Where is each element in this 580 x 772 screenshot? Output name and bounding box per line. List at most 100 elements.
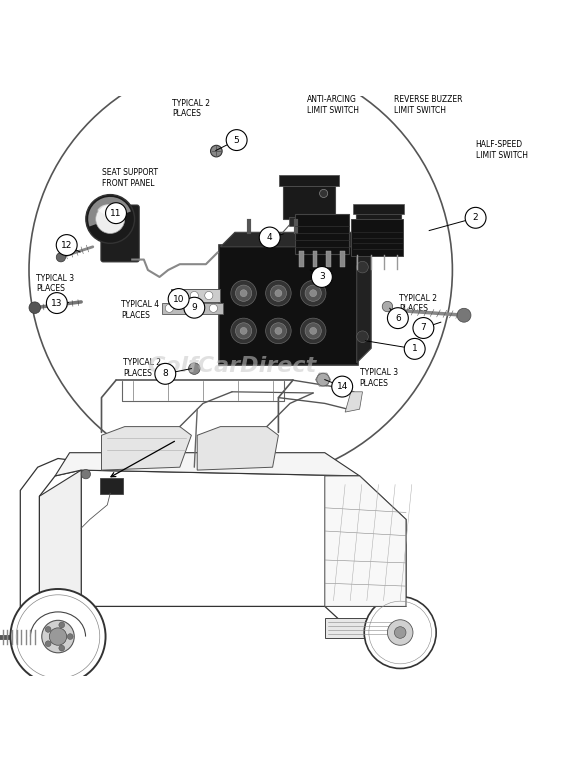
Circle shape (231, 318, 256, 344)
Circle shape (49, 628, 67, 645)
Circle shape (357, 331, 368, 343)
Circle shape (382, 301, 393, 312)
Circle shape (275, 290, 282, 296)
Circle shape (270, 323, 287, 339)
Wedge shape (88, 197, 131, 226)
Text: REVERSE BUZZER
LIMIT SWITCH: REVERSE BUZZER LIMIT SWITCH (394, 95, 463, 114)
Circle shape (275, 327, 282, 334)
Circle shape (59, 622, 64, 628)
Circle shape (168, 289, 189, 310)
Circle shape (310, 327, 317, 334)
Polygon shape (39, 470, 81, 642)
Circle shape (300, 280, 326, 306)
Polygon shape (325, 618, 406, 638)
Polygon shape (81, 470, 406, 638)
Circle shape (266, 280, 291, 306)
Circle shape (188, 363, 200, 374)
Circle shape (364, 597, 436, 669)
Circle shape (300, 318, 326, 344)
Bar (324, 217, 335, 226)
FancyBboxPatch shape (279, 175, 339, 187)
Polygon shape (357, 232, 371, 363)
Text: 14: 14 (336, 382, 348, 391)
Bar (299, 252, 304, 267)
Circle shape (317, 373, 329, 386)
Text: 9: 9 (191, 303, 197, 312)
Wedge shape (97, 205, 117, 216)
Circle shape (209, 304, 218, 313)
Circle shape (81, 469, 90, 479)
Circle shape (413, 317, 434, 338)
Text: 12: 12 (61, 241, 72, 249)
Polygon shape (20, 459, 81, 642)
Circle shape (270, 285, 287, 301)
FancyBboxPatch shape (100, 478, 123, 494)
Text: TYPICAL 3
PLACES: TYPICAL 3 PLACES (36, 274, 74, 293)
Text: 1: 1 (412, 344, 418, 354)
Circle shape (45, 627, 51, 632)
FancyBboxPatch shape (283, 182, 335, 219)
Bar (340, 252, 345, 267)
Circle shape (42, 621, 74, 653)
Polygon shape (325, 476, 406, 606)
Text: 11: 11 (110, 208, 122, 218)
Circle shape (226, 130, 247, 151)
Text: TYPICAL 2
PLACES: TYPICAL 2 PLACES (172, 99, 211, 118)
Circle shape (59, 645, 64, 651)
FancyBboxPatch shape (219, 245, 358, 364)
Bar (162, 303, 223, 313)
FancyBboxPatch shape (295, 214, 349, 254)
Text: GolfCarDirect: GolfCarDirect (147, 356, 317, 376)
Polygon shape (102, 427, 191, 470)
Circle shape (176, 292, 184, 300)
Text: 8: 8 (162, 369, 168, 378)
Circle shape (187, 304, 195, 313)
Circle shape (465, 208, 486, 229)
Text: 2: 2 (473, 213, 478, 222)
Circle shape (46, 293, 67, 313)
Circle shape (190, 292, 198, 300)
Bar (392, 242, 401, 250)
Circle shape (56, 235, 77, 256)
Polygon shape (55, 452, 360, 476)
Circle shape (266, 318, 291, 344)
Circle shape (67, 634, 73, 639)
Circle shape (155, 364, 176, 384)
Bar (171, 290, 220, 302)
Circle shape (10, 589, 106, 684)
Text: TYPICAL 4
PLACES: TYPICAL 4 PLACES (121, 300, 160, 320)
Circle shape (56, 252, 66, 262)
Circle shape (305, 323, 321, 339)
Text: TYPICAL 2
PLACES: TYPICAL 2 PLACES (123, 358, 161, 378)
Circle shape (235, 323, 252, 339)
Circle shape (320, 189, 328, 198)
Circle shape (205, 292, 213, 300)
Circle shape (305, 285, 321, 301)
Circle shape (332, 376, 353, 397)
Text: 5: 5 (234, 136, 240, 144)
Circle shape (86, 195, 135, 243)
Circle shape (165, 304, 173, 313)
Text: 4: 4 (267, 233, 273, 242)
Circle shape (394, 627, 406, 638)
Circle shape (211, 145, 222, 157)
FancyBboxPatch shape (101, 205, 139, 262)
Circle shape (240, 327, 247, 334)
Circle shape (404, 338, 425, 359)
Text: TYPICAL 2
PLACES: TYPICAL 2 PLACES (399, 293, 437, 313)
Text: 3: 3 (319, 273, 325, 282)
Circle shape (235, 285, 252, 301)
Polygon shape (345, 392, 362, 412)
Circle shape (240, 290, 247, 296)
Bar (360, 242, 369, 250)
Text: ANTI-ARCING
LIMIT SWITCH: ANTI-ARCING LIMIT SWITCH (307, 95, 360, 114)
Circle shape (96, 205, 125, 233)
Polygon shape (197, 427, 278, 470)
Circle shape (387, 620, 413, 645)
Circle shape (29, 302, 41, 313)
FancyBboxPatch shape (353, 204, 404, 215)
Polygon shape (220, 232, 371, 247)
Circle shape (106, 203, 126, 224)
Circle shape (387, 308, 408, 329)
Circle shape (45, 641, 51, 647)
